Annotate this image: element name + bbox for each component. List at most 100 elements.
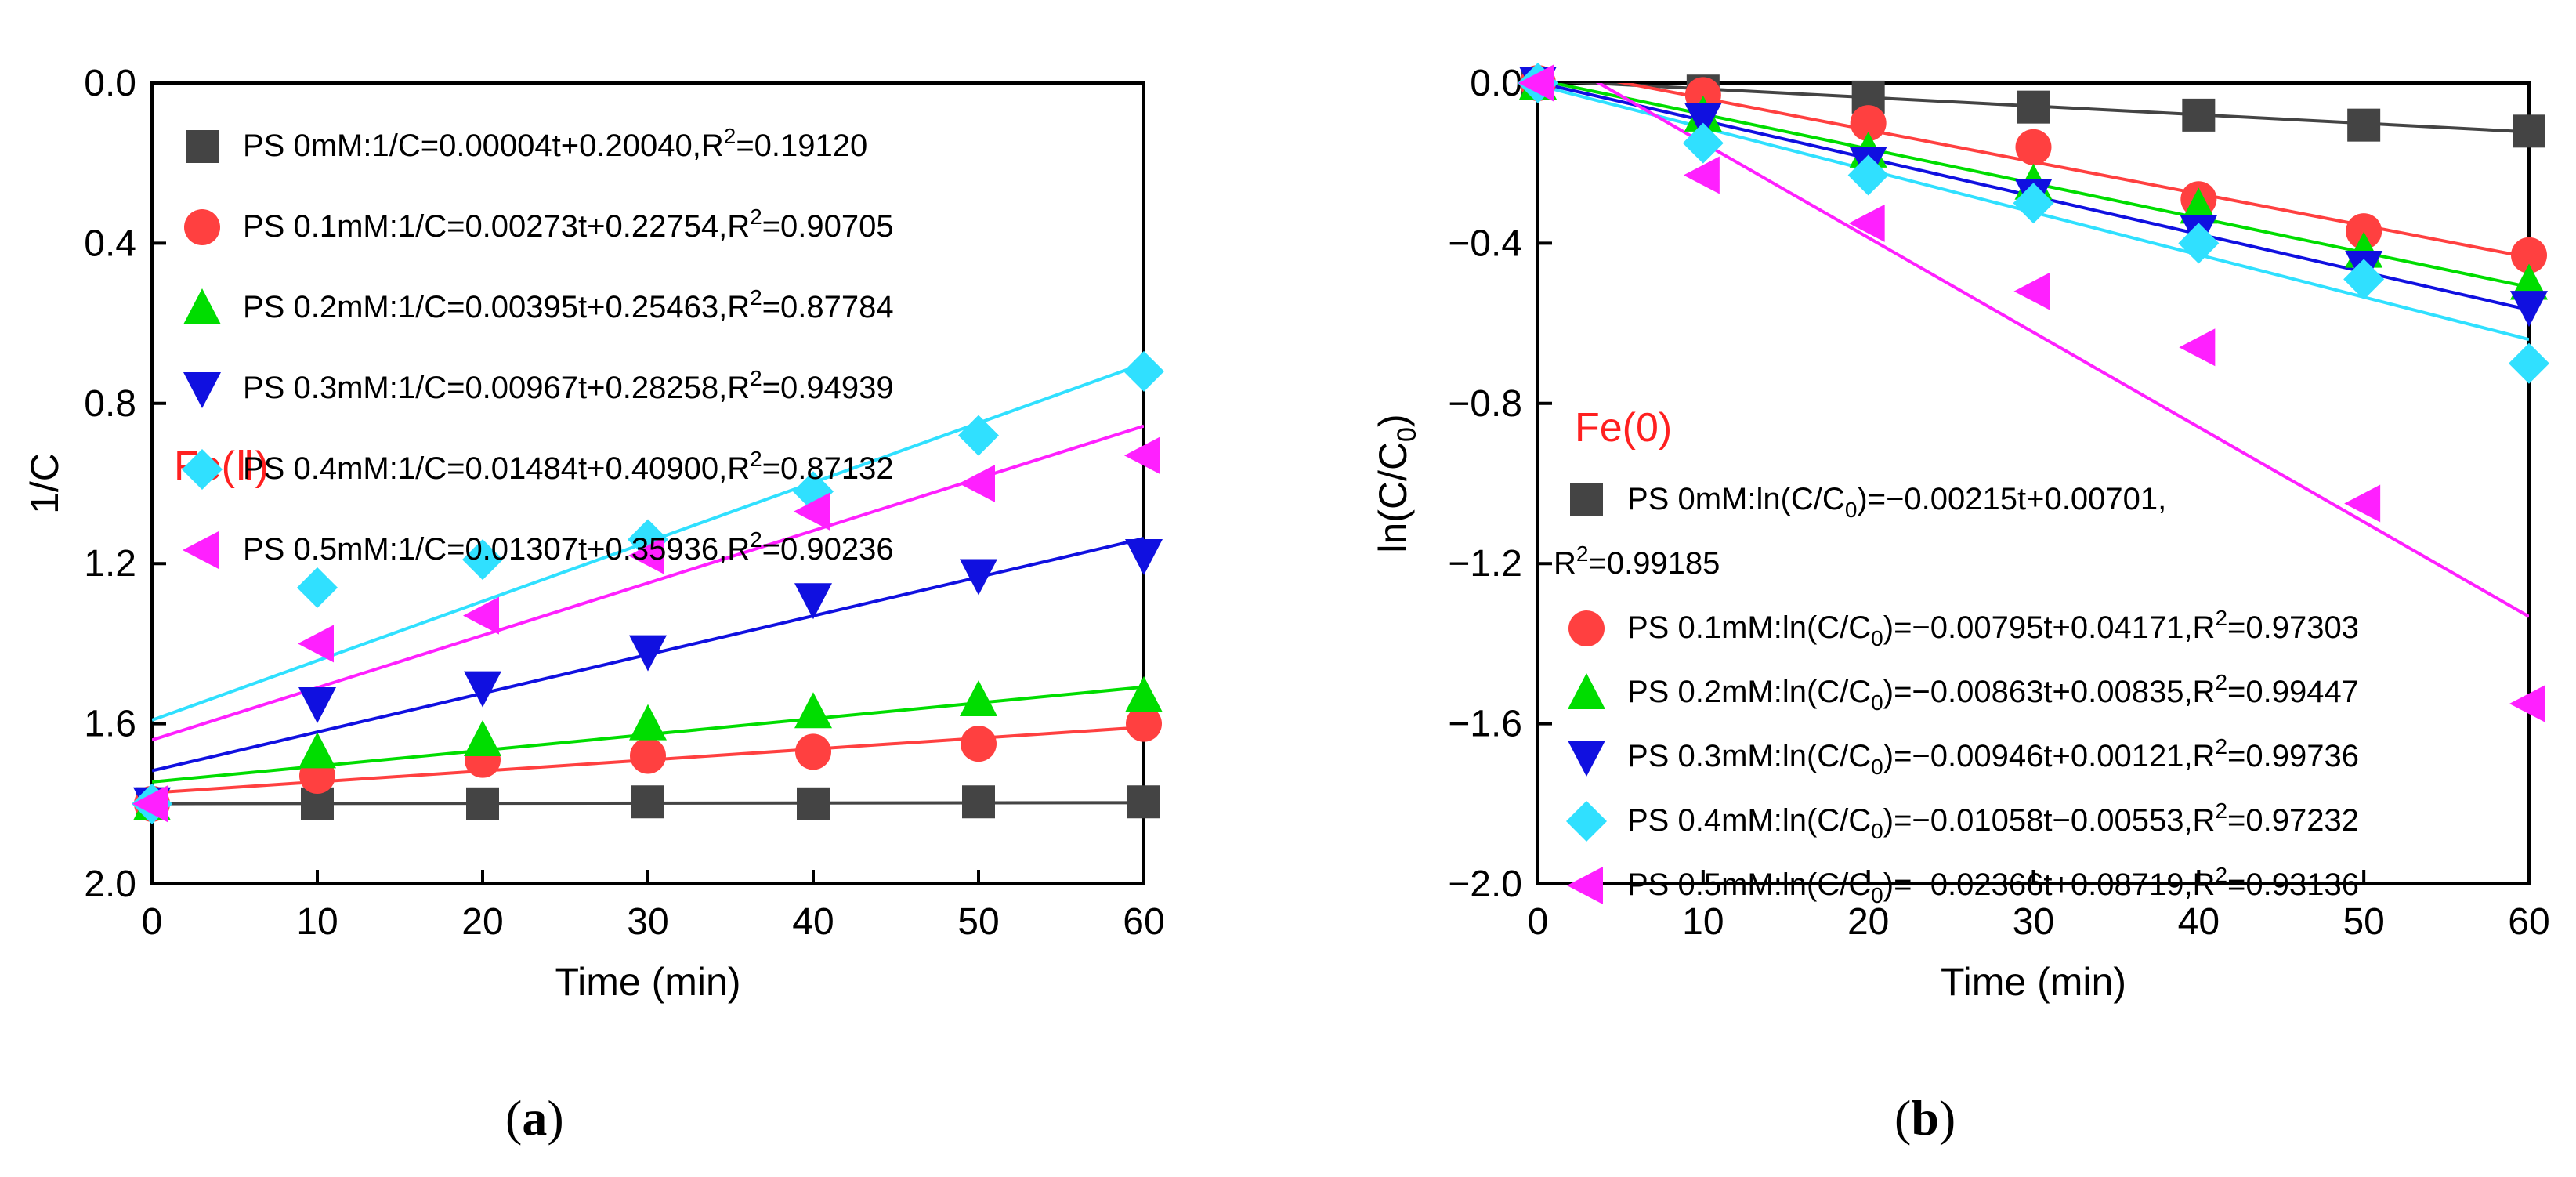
y-tick-label: 0.0: [84, 63, 136, 104]
data-point: [629, 704, 667, 741]
legend-entry-part: 2: [2215, 734, 2227, 759]
data-point: [1682, 122, 1724, 164]
data-point: [959, 465, 995, 502]
x-tick-label: 60: [1123, 901, 1164, 943]
legend-marker: [182, 449, 223, 490]
y-axis-title-subscript: 0: [1392, 427, 1422, 442]
legend: PS 0mM:1/C=0.00004t+0.20040,R2=0.19120PS…: [182, 124, 894, 569]
legend: PS 0mM:ln(C/C0)=−0.00215t+0.00701,R2=0.9…: [1554, 482, 2359, 907]
legend-marker: [1567, 867, 1603, 904]
data-point: [630, 737, 666, 774]
data-point: [2510, 263, 2548, 300]
data-points: [1518, 63, 2549, 723]
chart-a: 0 10 20 30 40 50 60 0.0 0.4 0.8 1.2 1.6 2.0 Time (min…: [23, 63, 1165, 1004]
x-axis-title: Time (min): [1941, 960, 2126, 1004]
data-point: [464, 671, 501, 708]
x-axis-ticks: 0 10 20 30 40 50 60: [1528, 870, 2550, 943]
data-point: [2017, 90, 2050, 124]
data-point: [2013, 183, 2054, 224]
legend-entry-part: PS 0.5mM:ln(C/C: [1627, 867, 1871, 902]
legend-entry-part: =0.99185: [1588, 546, 1720, 581]
data-point: [1850, 105, 1887, 142]
x-tick-label: 40: [2178, 901, 2220, 943]
data-point: [298, 732, 336, 769]
legend-entry: PS 0.5mM:1/C=0.01307t+0.35936,R2=0.90236: [243, 527, 894, 567]
y-axis-title-text: ln(C/C: [1371, 442, 1415, 553]
legend-marker: [1568, 610, 1605, 646]
legend-entry-part: )=−0.00946t+0.00121,R: [1883, 739, 2216, 773]
legend-entry-part: PS 0.4mM:ln(C/C: [1627, 803, 1871, 838]
y-axis-ticks: 0.0 −0.4 −0.8 −1.2 −1.6 −2.0: [1448, 63, 1552, 905]
data-point: [2344, 484, 2381, 523]
legend-entry-part: 2: [750, 285, 762, 310]
legend-entry-part: 2: [2215, 799, 2227, 823]
x-tick-label: 20: [1847, 901, 1889, 943]
y-axis-title-close: ): [1371, 414, 1415, 427]
chart-b: 0 10 20 30 40 50 600.0−0.4−0.8−1.2−1.6−2.0Time…: [1371, 63, 2550, 1004]
legend-entry-part: =0.19120: [736, 129, 867, 163]
data-point: [795, 733, 831, 770]
x-axis-ticks: 0 10 20 30 40 50 60: [142, 870, 1165, 943]
data-point: [1518, 64, 1554, 102]
y-tick-label: 1.6: [84, 704, 136, 745]
legend-entry-part: PS 0.3mM:ln(C/C: [1627, 739, 1871, 773]
legend-entry: PS 0.1mM:ln(C/C0)=−0.00795t+0.04171,R2=0…: [1627, 606, 2359, 650]
x-tick-label: 50: [957, 901, 999, 943]
y-tick-label: −1.2: [1448, 543, 1522, 585]
data-point: [2179, 328, 2216, 367]
legend-entry-part: =0.97232: [2227, 803, 2359, 838]
legend-entry-part: 0: [1871, 626, 1883, 650]
y-axis-ticks: 0.0 0.4 0.8 1.2 1.6 2.0: [84, 63, 166, 905]
legend-entry: PS 0.3mM:ln(C/C0)=−0.00946t+0.00121,R2=0…: [1627, 734, 2359, 779]
x-tick-label: 10: [296, 901, 338, 943]
data-point: [297, 567, 338, 608]
y-tick-label: 2.0: [84, 864, 136, 905]
data-point: [1124, 436, 1160, 475]
y-tick-label: 1.2: [84, 543, 136, 585]
legend-marker: [1568, 673, 1605, 709]
data-point: [2509, 685, 2545, 723]
data-point: [466, 787, 499, 820]
data-point: [1848, 204, 1885, 242]
legend-entry: PS 0.4mM:1/C=0.01484t+0.40900,R2=0.87132: [243, 447, 894, 486]
legend-entry-part: PS 0.5mM:1/C=0.01307t+0.35936,R: [243, 532, 750, 567]
data-point: [132, 784, 168, 823]
panel-label-a: (a): [505, 1090, 564, 1146]
legend-entry-part: 2: [2215, 606, 2227, 630]
legend-entry-part: PS 0.2mM:1/C=0.00395t+0.25463,R: [243, 290, 750, 324]
legend-entry-part: R: [1554, 546, 1576, 581]
legend-entry-part: 0: [1845, 498, 1858, 522]
data-point: [794, 692, 832, 729]
data-point: [1125, 538, 1163, 575]
legend-entry-part: PS 0.3mM:1/C=0.00967t+0.28258,R: [243, 371, 750, 405]
legend-entry-part: =0.93136: [2227, 867, 2359, 902]
data-point: [2509, 342, 2549, 384]
legend-entry: PS 0.3mM:1/C=0.00967t+0.28258,R2=0.94939: [243, 366, 894, 405]
data-point: [960, 559, 997, 596]
data-point: [463, 596, 499, 635]
annotation-label: Fe(0): [1575, 405, 1672, 451]
data-point: [462, 539, 503, 581]
y-tick-label: −0.4: [1448, 223, 1522, 264]
legend-entry-part: =0.87132: [762, 451, 894, 486]
x-tick-label: 0: [142, 901, 163, 943]
data-point: [2180, 187, 2218, 224]
legend-entry-part: =0.94939: [762, 371, 894, 405]
data-point: [958, 415, 999, 456]
legend-marker: [183, 372, 221, 408]
x-tick-label: 20: [461, 901, 503, 943]
panel-label-b: (b): [1894, 1090, 1956, 1146]
legend-entry: PS 0.2mM:ln(C/C0)=−0.00863t+0.00835,R2=0…: [1627, 670, 2359, 715]
legend-marker: [1570, 483, 1603, 516]
data-point: [961, 726, 997, 762]
legend-entry-part: )=−0.01058t−0.00553,R: [1883, 803, 2216, 838]
legend-entry-wrap: R2=0.99185: [1554, 541, 1720, 581]
data-point: [2511, 237, 2547, 273]
y-tick-label: −0.8: [1448, 383, 1522, 425]
data-point: [2510, 291, 2548, 328]
data-point: [1126, 705, 1162, 742]
legend-marker: [186, 130, 219, 163]
legend-marker: [184, 209, 220, 245]
legend-entry-part: =0.99736: [2227, 739, 2359, 773]
legend-marker: [183, 288, 221, 324]
